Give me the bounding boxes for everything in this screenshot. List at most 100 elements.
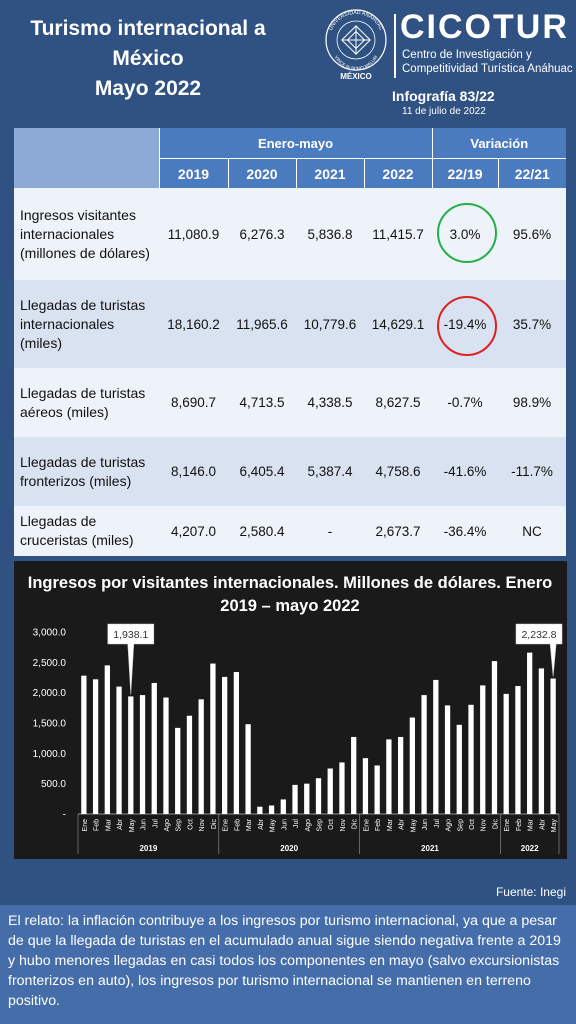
x-tick-label: Feb [375, 819, 382, 831]
x-tick-label: Jun [141, 819, 148, 830]
chart-title-line-2: 2019 – mayo 2022 [220, 597, 359, 615]
title-line-1: Turismo internacional a [30, 17, 266, 40]
y-tick-label: 1,000.0 [33, 749, 67, 760]
chart-bar [480, 685, 486, 814]
year-label: 2021 [421, 844, 439, 853]
table-cell: 11,080.9 [159, 188, 228, 280]
anahuac-seal-logo: UNIVERSIDAD ANÁHUAC VINCE IN BONO MALUM … [325, 9, 387, 81]
x-tick-label: Ene [223, 819, 230, 832]
relato-text: El relato: la inflación contribuye a los… [8, 913, 561, 1009]
x-tick-label: Feb [234, 819, 241, 831]
x-tick-label: Sep [457, 819, 464, 832]
chart-bar [257, 806, 263, 814]
x-tick-label: Dic [211, 819, 218, 830]
cicotur-logo-name: CICOTUR [400, 8, 569, 46]
x-tick-label: May [410, 819, 417, 833]
year-label: 2022 [521, 844, 539, 853]
x-tick-label: Ene [504, 819, 511, 832]
annotation-label: 2,232.8 [521, 629, 556, 641]
x-tick-label: Jul [293, 819, 300, 828]
x-tick-label: Sep [176, 819, 183, 832]
x-tick-label: Sep [317, 819, 324, 832]
table-cell: 8,627.5 [364, 368, 433, 437]
chart-bar [315, 778, 322, 814]
table-cell: 4,758.6 [364, 437, 433, 506]
page-title: Turismo internacional a México Mayo 2022 [14, 14, 282, 104]
table-cell: 35.7% [498, 280, 567, 368]
chart-bar [397, 736, 404, 814]
x-tick-label: Mar [387, 818, 394, 831]
chart-bar [210, 663, 216, 814]
row-label: Llegadas de turistas aéreos (miles) [14, 368, 159, 437]
table-cell: 11,965.6 [228, 280, 296, 368]
chart-bar [515, 685, 521, 814]
x-tick-label: Dic [492, 819, 499, 830]
table-cell: 6,276.3 [228, 188, 296, 280]
table-cell: -11.7% [498, 437, 567, 506]
logo-sub-line-2: Competitividad Turística Anáhuac [402, 63, 573, 75]
column-header: 2020 [227, 158, 296, 188]
chart-bar [327, 768, 333, 814]
table-cell: 4,207.0 [159, 506, 228, 556]
cicotur-logo-subtitle: Centro de Investigación y Competitividad… [402, 48, 573, 76]
x-tick-label: Jul [152, 819, 159, 828]
chart-bar [116, 686, 122, 814]
seal-country: MÉXICO [340, 72, 372, 81]
x-tick-label: Abr [539, 818, 546, 830]
chart-bar [362, 758, 369, 814]
chart-bar [503, 693, 509, 814]
column-header: 2019 [158, 158, 228, 188]
chart-bar [175, 727, 181, 814]
x-tick-label: Nov [481, 819, 488, 832]
x-tick-label: Ago [446, 819, 453, 832]
chart-bar [339, 762, 345, 814]
seal-motto: VINCE IN BONO MALUM [334, 55, 379, 71]
logo-separator [394, 14, 396, 78]
table-cell: 2,580.4 [228, 506, 296, 556]
table-cell: NC [498, 506, 567, 556]
chart-bar [386, 739, 392, 814]
chart-bar [280, 799, 286, 814]
chart-bar [409, 717, 415, 814]
y-tick-label: 500.0 [41, 779, 66, 790]
table-cell: 5,836.8 [296, 188, 364, 280]
x-tick-label: Abr [258, 818, 265, 830]
table-cell: 8,146.0 [159, 437, 228, 506]
table-cell: 10,779.6 [296, 280, 364, 368]
y-tick-label: 2,500.0 [33, 658, 67, 669]
annotation-label: 1,938.1 [113, 629, 148, 641]
title-line-3: Mayo 2022 [94, 77, 202, 100]
x-tick-label: Dic [352, 819, 359, 830]
chart-bar [527, 652, 533, 814]
x-tick-label: Nov [340, 819, 347, 832]
table-cell: 11,415.7 [364, 188, 433, 280]
year-label: 2019 [139, 844, 157, 853]
x-tick-label: Oct [469, 819, 476, 830]
table-cell: -41.6% [432, 437, 499, 506]
chart-bar [186, 715, 193, 814]
x-tick-label: May [129, 819, 136, 833]
y-tick-label: - [63, 810, 66, 821]
chart-bar [292, 784, 298, 814]
table-cell: 5,387.4 [296, 437, 364, 506]
x-tick-label: Mar [105, 818, 112, 831]
table-cell: 4,338.5 [296, 368, 364, 437]
column-header: 22/19 [431, 158, 499, 188]
chart-bar [151, 682, 157, 814]
chart-bar [245, 724, 251, 814]
x-tick-label: May [270, 819, 277, 833]
x-tick-label: May [551, 819, 558, 833]
seal-emblem-icon [341, 25, 371, 55]
annotation-callout [515, 623, 563, 677]
highlight-circle-positive [437, 203, 497, 263]
row-label: Llegadas de turistas fronterizos (miles) [14, 437, 159, 506]
source-note: Fuente: Inegi [495, 885, 566, 899]
x-tick-label: Nov [199, 819, 206, 832]
chart-bar [456, 724, 462, 814]
x-tick-label: Mar [246, 818, 253, 831]
column-header: 2021 [295, 158, 364, 188]
y-tick-label: 2,000.0 [33, 688, 67, 699]
chart-bar [139, 695, 146, 814]
x-tick-label: Feb [94, 819, 101, 831]
table-cell: 95.6% [498, 188, 567, 280]
